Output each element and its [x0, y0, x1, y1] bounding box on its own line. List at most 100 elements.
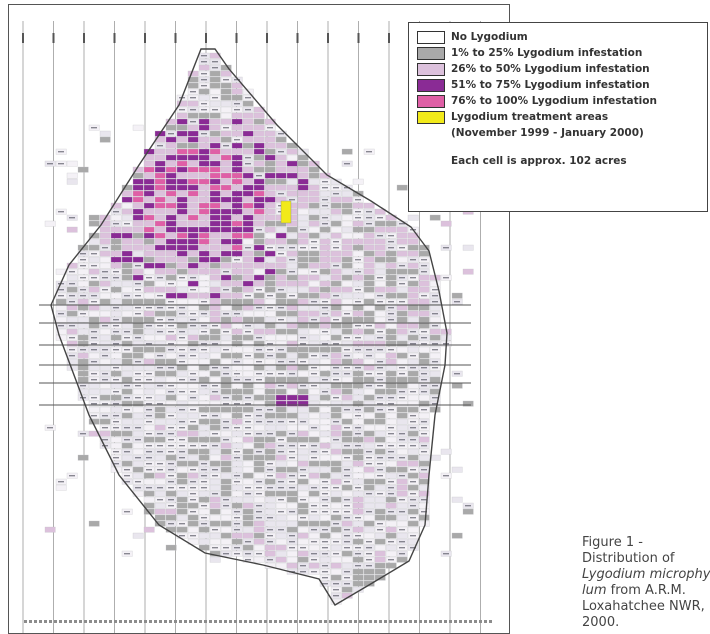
map-cell-label: [113, 403, 119, 404]
map-cell: [254, 395, 264, 400]
map-cell: [243, 143, 253, 148]
map-cell: [364, 413, 374, 418]
map-cell: [276, 425, 286, 430]
map-cell: [287, 347, 297, 352]
map-cell: [133, 353, 143, 358]
map-cell-label: [300, 571, 306, 572]
map-cell: [210, 497, 220, 502]
map-cell-label: [432, 295, 438, 296]
map-cell: [342, 317, 352, 322]
map-cell: [78, 353, 88, 358]
map-cell-label: [410, 343, 416, 344]
map-cell: [133, 257, 143, 262]
map-cell: [100, 257, 110, 262]
map-cell: [265, 551, 275, 556]
map-cell: [265, 317, 275, 322]
map-cell: [342, 245, 352, 250]
map-cell: [122, 389, 132, 394]
map-cell: [122, 209, 132, 214]
map-cell: [298, 299, 308, 304]
map-cell-label: [124, 223, 130, 224]
map-cell-label: [179, 451, 185, 452]
map-cell-label: [377, 373, 383, 374]
map-cell: [166, 509, 176, 514]
map-cell-label: [377, 463, 383, 464]
map-cell: [243, 191, 253, 196]
map-cell-label: [102, 373, 108, 374]
map-cell: [144, 299, 154, 304]
map-cell: [276, 545, 286, 550]
map-cell: [254, 155, 264, 160]
map-cell: [287, 299, 297, 304]
map-cell: [243, 221, 253, 226]
map-cell-label: [245, 295, 251, 296]
map-cell-label: [344, 445, 350, 446]
map-cell: [375, 305, 385, 310]
map-cell: [166, 215, 176, 220]
map-cell: [331, 203, 341, 208]
map-cell-label: [124, 409, 130, 410]
map-cell-label: [256, 493, 262, 494]
map-cell: [331, 461, 341, 466]
map-cell: [78, 305, 88, 310]
map-cell-label: [223, 505, 229, 506]
map-cell: [309, 323, 319, 328]
map-cell: [309, 203, 319, 208]
map-cell: [265, 503, 275, 508]
map-cell-label: [432, 313, 438, 314]
map-cell: [408, 407, 418, 412]
map-cell: [232, 95, 242, 100]
map-cell: [144, 473, 154, 478]
map-cell-label: [113, 343, 119, 344]
map-cell: [353, 359, 363, 364]
map-cell-label: [421, 391, 427, 392]
map-cell: [243, 365, 253, 370]
map-cell: [210, 143, 220, 148]
map-cell: [430, 353, 440, 358]
map-cell: [243, 479, 253, 484]
map-cell: [320, 473, 330, 478]
map-cell-label: [410, 391, 416, 392]
map-cell: [100, 389, 110, 394]
map-cell: [364, 503, 374, 508]
map-cell: [309, 179, 319, 184]
map-cell-label: [355, 211, 361, 212]
map-cell: [78, 335, 88, 340]
map-cell: [133, 203, 143, 208]
map-cell: [188, 413, 198, 418]
map-cell: [331, 527, 341, 532]
map-cell: [210, 239, 220, 244]
map-cell: [408, 299, 418, 304]
map-cell-label: [289, 541, 295, 542]
legend-label: Lygodium treatment areas: [451, 111, 608, 123]
map-cell-label: [124, 331, 130, 332]
map-cell: [155, 377, 165, 382]
map-cell: [353, 233, 363, 238]
map-cell: [155, 221, 165, 226]
map-cell-label: [190, 379, 196, 380]
map-cell: [78, 281, 88, 286]
map-cell: [122, 215, 132, 220]
map-cell: [133, 299, 143, 304]
map-cell: [177, 221, 187, 226]
map-cell-label: [212, 343, 218, 344]
map-cell-label: [168, 319, 174, 320]
map-cell: [342, 395, 352, 400]
map-cell: [177, 323, 187, 328]
map-cell: [276, 377, 286, 382]
map-cell: [243, 287, 253, 292]
map-cell-label: [366, 547, 372, 548]
map-cell: [254, 275, 264, 280]
map-cell: [320, 437, 330, 442]
map-cell: [276, 293, 286, 298]
map-cell: [177, 161, 187, 166]
map-cell: [199, 455, 209, 460]
map-cell: [232, 299, 242, 304]
map-cell: [188, 425, 198, 430]
map-cell: [177, 461, 187, 466]
map-cell: [199, 233, 209, 238]
map-cell: [276, 335, 286, 340]
map-cell: [353, 251, 363, 256]
map-cell-label: [157, 487, 163, 488]
map-cell: [320, 431, 330, 436]
